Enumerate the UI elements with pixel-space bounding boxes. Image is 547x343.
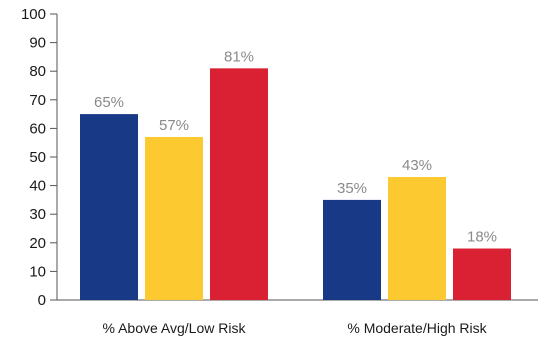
data-label: 43%	[402, 157, 432, 174]
y-tick-label: 80	[29, 63, 46, 80]
bar	[80, 114, 138, 300]
data-label: 18%	[467, 229, 497, 246]
bar	[388, 177, 446, 300]
y-tick-label: 10	[29, 263, 46, 280]
y-tick-label: 60	[29, 120, 46, 137]
x-category-label: % Above Avg/Low Risk	[103, 320, 247, 336]
y-tick-label: 0	[38, 292, 46, 309]
bars	[80, 68, 511, 300]
y-tick-label: 50	[29, 149, 46, 166]
data-label: 35%	[337, 180, 367, 197]
y-tick-label: 70	[29, 92, 46, 109]
bar	[323, 199, 381, 300]
y-tick-label: 30	[29, 206, 46, 223]
y-tick-label: 100	[21, 6, 46, 23]
bar	[453, 248, 511, 300]
data-label: 57%	[159, 117, 189, 134]
data-label: 81%	[224, 48, 254, 65]
y-tick-label: 40	[29, 178, 46, 195]
y-tick-label: 20	[29, 235, 46, 252]
y-tick-label: 90	[29, 35, 46, 52]
y-axis: 0 10 20 30 40 50 60 70 80 90 100	[21, 6, 58, 309]
x-category-label: % Moderate/High Risk	[347, 320, 487, 336]
data-label: 65%	[94, 94, 124, 111]
bar	[145, 136, 203, 300]
data-labels: 65% 35% 57% 43% 81% 18%	[94, 48, 497, 245]
bar	[210, 68, 268, 300]
x-axis: % Above Avg/Low Risk % Moderate/High Risk	[57, 299, 538, 336]
